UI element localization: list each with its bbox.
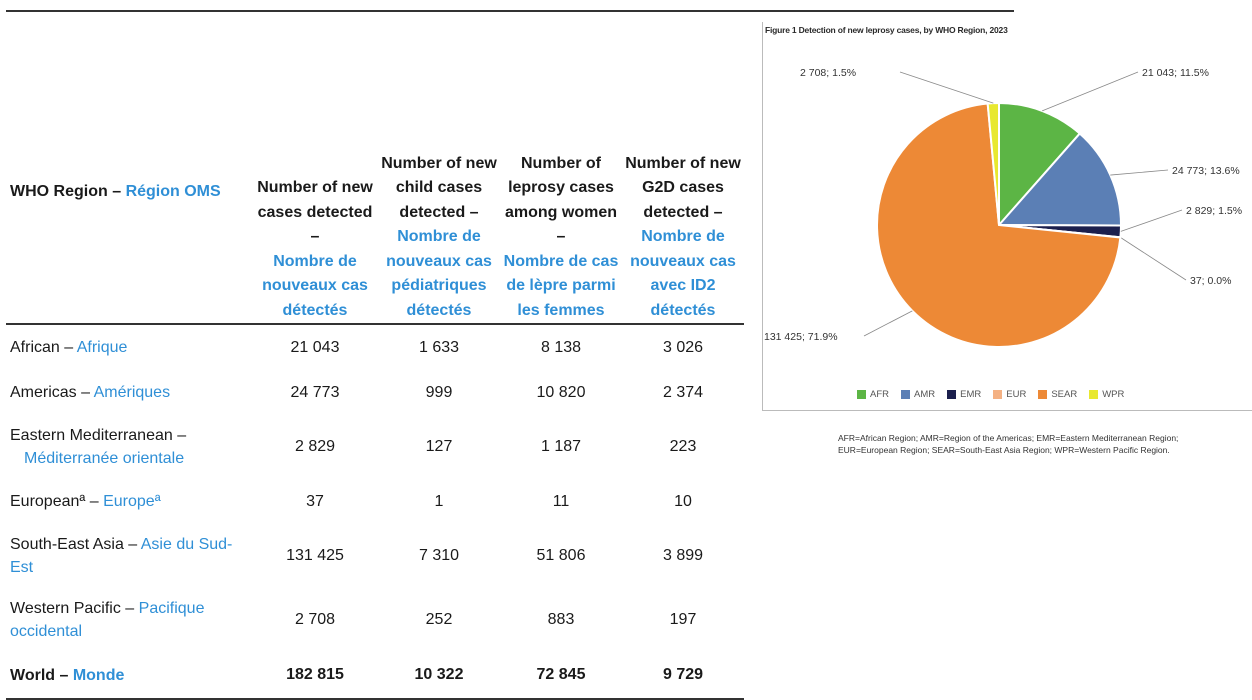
g2d-cases-cell: 10 [674,492,692,510]
new-cases-cell: 2 708 [294,611,336,628]
legend-label: AFR [870,389,889,400]
legend-item-amr: AMR [901,389,935,400]
table-row: African – Afrique 21 043 1 633 8 138 3 0… [6,324,744,370]
leader-line-amr [1110,169,1169,176]
region-cell: World – Monde [6,652,252,700]
leader-line-afr [1042,71,1139,112]
region-cell: South-East Asia – Asie du Sud-Est [10,536,233,576]
leader-line-wpr [899,71,994,104]
data-label-eur: 37; 0.0% [1190,275,1231,287]
legend-label: SEAR [1051,389,1078,400]
region-cell: African – Afrique [10,339,128,356]
g2d-cases-cell: 9 729 [622,652,744,700]
chart-frame-bottom [762,410,1252,411]
region-cell: Western Pacific – Pacifique occidental [10,600,205,640]
pie-chart: 21 043; 11.5% 24 773; 13.6% 2 829; 1.5% 37;… [764,67,1242,348]
g2d-cases-cell: 197 [669,611,697,628]
g2d-cases-cell: 3 026 [662,338,704,356]
chart-title: Figure 1 Detection of new leprosy cases,… [765,25,1008,35]
header-child-cases: Number of new child cases detected – Nomb… [378,62,500,325]
region-cell: Americas – Amériques [10,384,171,401]
legend-swatch [947,390,957,399]
legend-swatch [1038,390,1048,399]
legend-swatch [857,390,866,399]
g2d-cases-cell: 223 [669,438,697,455]
legend-label: EMR [960,389,982,400]
women-cases-cell: 51 806 [536,547,586,564]
legend-label: AMR [914,389,936,400]
g2d-cases-cell: 3 899 [662,547,704,564]
chart-frame-left [762,22,763,410]
region-cell: Eastern Mediterranean – Méditerranée orie… [10,427,187,467]
new-cases-cell: 21 043 [290,338,340,356]
legend-label: WPR [1102,389,1125,400]
header-women-cases: Number of leprosy cases among women – Nom… [500,62,622,325]
women-cases-cell: 72 845 [500,652,622,700]
child-cases-cell: 1 [434,492,444,510]
new-cases-cell: 37 [306,492,324,510]
g2d-cases-cell: 2 374 [662,383,704,401]
table-row: South-East Asia – Asie du Sud-Est 131 42… [6,524,744,588]
legend-swatch [901,390,910,399]
new-cases-cell: 2 829 [294,438,336,455]
women-cases-cell: 8 138 [540,338,582,356]
child-cases-cell: 999 [425,383,453,401]
child-cases-cell: 127 [425,438,453,455]
pie-slice-wpr [986,101,1000,226]
data-label-sear: 131 425; 71.9% [764,331,838,343]
chart-legend: AFR AMR EMR EUR SEAR WPR [857,389,1124,400]
data-label-afr: 21 043; 11.5% [1142,67,1209,79]
cases-table: WHO Region – Région OMS Number of new ca… [6,62,744,700]
child-cases-cell: 7 310 [418,547,460,564]
cases-table-panel: WHO Region – Région OMS Number of new ca… [6,10,1014,700]
legend-swatch [993,390,1003,399]
data-label-amr: 24 773; 13.6% [1172,165,1240,177]
child-cases-cell: 1 633 [418,338,460,356]
legend-item-sear: SEAR [1038,389,1077,400]
leader-line-eur [1120,237,1187,281]
table-row: Europeanª – Europeª 37 1 11 10 [6,479,744,524]
legend-item-emr: EMR [947,389,981,400]
data-label-emr: 2 829; 1.5% [1186,205,1242,217]
women-cases-cell: 10 820 [536,383,586,401]
header-row: WHO Region – Région OMS Number of new ca… [6,62,744,325]
legend-item-eur: EUR [993,389,1026,400]
pie-chart-panel: Figure 1 Detection of new leprosy cases,… [762,22,1252,430]
leader-line-sear [863,310,913,337]
legend-label: EUR [1006,389,1027,400]
leader-line-emr [1120,209,1183,232]
header-g2d-cases: Number of new G2D cases detected – Nombre… [622,62,744,325]
women-cases-cell: 883 [547,611,575,628]
women-cases-cell: 1 187 [540,438,582,455]
legend-item-afr: AFR [857,389,889,400]
new-cases-cell: 24 773 [290,383,340,401]
table-row: Western Pacific – Pacifique occidental 2… [6,588,744,652]
world-total-row: World – Monde 182 815 10 322 72 845 9 72… [6,652,744,700]
table-row: Americas – Amériques 24 773 999 10 820 2… [6,370,744,415]
child-cases-cell: 10 322 [378,652,500,700]
header-new-cases: Number of new cases detected – Nombre de … [252,62,378,325]
region-cell: Europeanª – Europeª [10,493,161,510]
chart-footnote: AFR=African Region; AMR=Region of the Am… [838,433,1179,455]
new-cases-cell: 131 425 [286,547,344,564]
top-rule [6,10,1014,12]
legend-swatch [1089,390,1099,399]
new-cases-cell: 182 815 [252,652,378,700]
table-row: Eastern Mediterranean – Méditerranée orie… [6,415,744,479]
women-cases-cell: 11 [552,492,570,510]
header-region: WHO Region – Région OMS [6,62,252,325]
child-cases-cell: 252 [425,611,453,628]
data-label-wpr: 2 708; 1.5% [800,67,856,79]
legend-item-wpr: WPR [1089,389,1124,400]
